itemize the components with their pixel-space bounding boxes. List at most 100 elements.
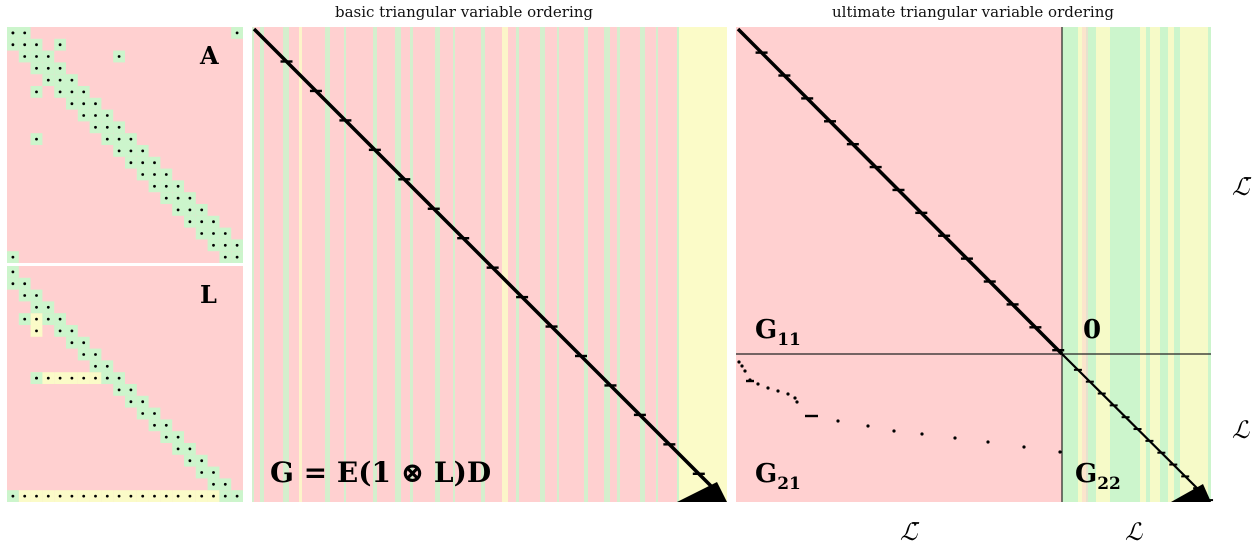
nonzero-dot [35, 329, 38, 333]
nonzero-dot [212, 232, 215, 235]
nonzero-dot [129, 388, 133, 392]
g21-entry [953, 436, 957, 440]
nonzero-dot [11, 31, 15, 35]
green-edge [677, 27, 679, 502]
g21-entry [795, 400, 799, 404]
column-stripe [617, 27, 620, 502]
nonzero-dot [153, 494, 156, 498]
nonzero-dot [117, 55, 121, 58]
title-ultimate-ordering: ultimate triangular variable ordering [832, 3, 1114, 21]
col-label-l: ℒ [1125, 518, 1143, 546]
nonzero-dot [35, 294, 38, 297]
nonzero-dot [94, 102, 97, 106]
nonzero-dot [46, 78, 50, 82]
nonzero-dot [105, 137, 109, 141]
nonzero-dot [105, 376, 109, 380]
nonzero-dot [11, 43, 15, 47]
nonzero-dot [129, 137, 133, 141]
nonzero-dot [58, 494, 62, 498]
nonzero-dot [94, 364, 97, 368]
nonzero-dot [164, 435, 168, 439]
nonzero-dot [58, 376, 62, 380]
column-stripe [481, 27, 485, 502]
nonzero-dot [153, 423, 156, 427]
panel-l-matrix: L [7, 266, 243, 502]
column-stripe [656, 27, 658, 502]
nonzero-dot [176, 196, 180, 200]
nonzero-dot [35, 494, 38, 498]
nonzero-dot [141, 149, 145, 153]
column-stripe [557, 27, 559, 502]
g21-entry [1058, 450, 1062, 454]
nonzero-dot [129, 149, 133, 153]
column-stripe [453, 27, 455, 502]
diagonal-line [252, 27, 725, 500]
nonzero-dot [35, 66, 38, 70]
nonzero-dot [46, 317, 50, 321]
nonzero-dot [200, 232, 204, 235]
nonzero-dot [129, 400, 133, 404]
nonzero-dot [105, 125, 109, 129]
g21-entry [776, 389, 780, 393]
nonzero-dot [58, 78, 62, 82]
column-stripe [604, 27, 610, 502]
g21-entry [737, 360, 741, 364]
nonzero-dot [35, 305, 38, 309]
nonzero-dot [58, 66, 62, 70]
nonzero-dot [23, 294, 27, 297]
g21-entry [740, 364, 744, 368]
nonzero-dot [176, 447, 180, 451]
nonzero-dot [212, 494, 215, 498]
column-stripe [373, 27, 377, 502]
nonzero-dot [200, 220, 204, 224]
column-stripe [584, 27, 588, 502]
corner-triangle [677, 482, 727, 502]
column-stripe [1096, 27, 1110, 502]
column-stripe [1180, 27, 1208, 502]
col-label-lbar: ℒ̄ [900, 518, 920, 546]
nonzero-dot [223, 232, 227, 235]
panel-l-nonzero-cells [7, 266, 243, 502]
nonzero-dot [94, 125, 97, 129]
nonzero-dot [35, 90, 38, 94]
nonzero-dot [141, 494, 145, 498]
nonzero-dot [70, 78, 74, 82]
nonzero-dot [11, 494, 15, 498]
nonzero-dot [129, 161, 133, 165]
nonzero-dot [212, 471, 215, 474]
g21-entry [920, 432, 924, 436]
nonzero-dot [35, 317, 38, 321]
nonzero-dot [94, 376, 97, 380]
panel-l-label: L [200, 280, 217, 309]
nonzero-dot [176, 208, 180, 212]
g21-entry [1022, 445, 1026, 449]
nonzero-dot [200, 494, 204, 498]
g21-entry [743, 369, 747, 373]
nonzero-dot [23, 55, 27, 58]
g21-entry [793, 396, 797, 400]
nonzero-dot [188, 196, 192, 200]
right-column-stripes [1062, 27, 1211, 502]
nonzero-dot [223, 255, 227, 259]
nonzero-dot [23, 494, 27, 498]
column-stripe [1082, 27, 1088, 502]
nonzero-dot [35, 376, 38, 380]
nonzero-dot [23, 31, 27, 35]
nonzero-dot [82, 494, 86, 498]
nonzero-dot [70, 494, 74, 498]
yellow-band [679, 27, 727, 502]
corner-triangle [1171, 484, 1211, 502]
nonzero-dot [188, 208, 192, 212]
nonzero-dot [212, 482, 215, 486]
nonzero-dot [141, 161, 145, 165]
middle-diagonal-entries [252, 27, 727, 502]
nonzero-dot [105, 364, 109, 368]
nonzero-dot [117, 149, 121, 153]
column-stripe [1140, 27, 1146, 502]
block-g22-label: G22 [1075, 459, 1121, 494]
g21-entry [836, 419, 840, 423]
nonzero-dot [58, 90, 62, 94]
column-stripe [283, 27, 289, 502]
nonzero-dot [70, 341, 74, 345]
nonzero-dot [23, 317, 27, 321]
